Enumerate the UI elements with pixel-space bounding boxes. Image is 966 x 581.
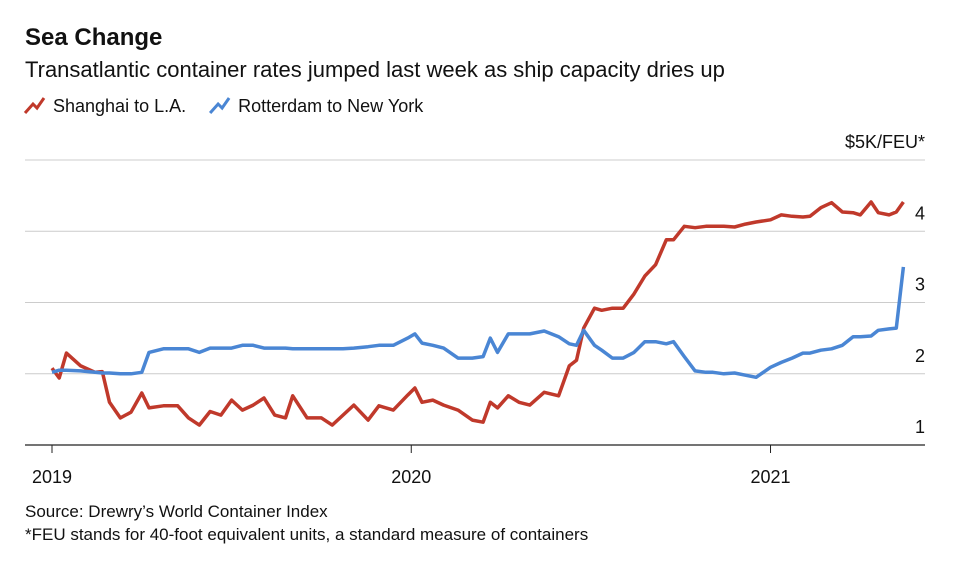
- x-tick-label: 2019: [32, 467, 72, 487]
- series-line: [51, 266, 906, 380]
- x-tick-label: 2020: [391, 467, 431, 487]
- source: Source: Drewry’s World Container Index: [25, 502, 328, 521]
- legend-icon: [23, 97, 46, 114]
- y-tick-label: 4: [915, 203, 925, 223]
- y-tick-label: 2: [915, 346, 925, 366]
- chart-title: Sea Change: [25, 24, 162, 51]
- x-tick-label: 2021: [750, 467, 790, 487]
- legend-label: Shanghai to L.A.: [53, 96, 186, 116]
- chart-subtitle: Transatlantic container rates jumped las…: [25, 57, 725, 82]
- y-tick-label: $5K/FEU*: [845, 132, 925, 152]
- legend-label: Rotterdam to New York: [238, 96, 424, 116]
- legend-icon: [208, 97, 231, 114]
- y-tick-label: 3: [915, 275, 925, 295]
- footnote: *FEU stands for 40-foot equivalent units…: [25, 525, 588, 544]
- series-line: [50, 200, 905, 427]
- y-tick-label: 1: [915, 417, 925, 437]
